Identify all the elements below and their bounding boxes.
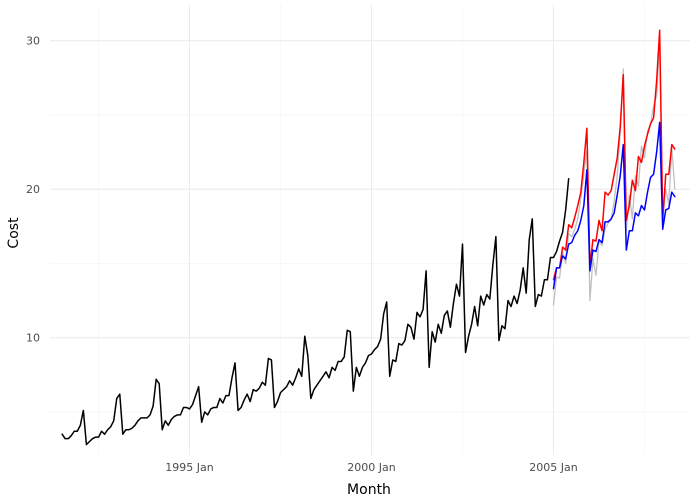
x-tick-label: 2005 Jan xyxy=(529,461,577,474)
series-line-3 xyxy=(552,29,676,281)
y-axis-tick-labels: 10 20 30 xyxy=(26,35,40,345)
series-layer xyxy=(61,29,676,446)
y-tick-label: 20 xyxy=(26,183,40,196)
x-tick-label: 1995 Jan xyxy=(165,461,213,474)
series-line-4 xyxy=(552,121,676,290)
x-axis-title: Month xyxy=(347,482,391,498)
x-tick-label: 2000 Jan xyxy=(347,461,395,474)
minor-gridlines xyxy=(50,5,690,455)
y-tick-label: 10 xyxy=(26,332,40,345)
y-tick-label: 30 xyxy=(26,35,40,48)
major-gridlines xyxy=(50,5,690,455)
x-axis-tick-labels: 1995 Jan 2000 Jan 2005 Jan xyxy=(165,461,577,474)
series-line-1 xyxy=(61,178,570,446)
y-axis-title: Cost xyxy=(6,217,22,249)
